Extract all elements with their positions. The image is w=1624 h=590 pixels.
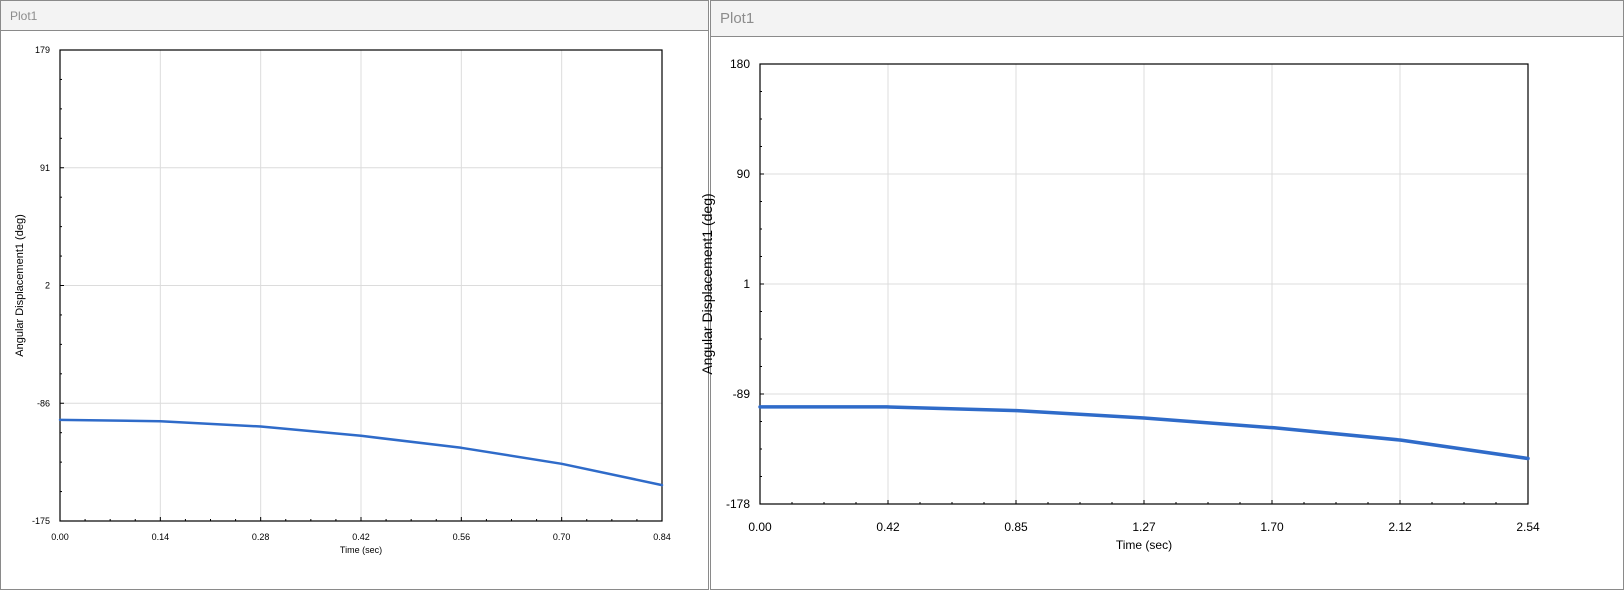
x-tick-label: 0.70 [553,532,571,542]
plot-window-2: Plot1 [710,0,1624,590]
y-tick-label: 91 [40,163,50,173]
x-tick-label: 0.28 [252,532,270,542]
y-axis-label: Angular Displacement1 (deg) [14,214,26,356]
y-tick-label: 179 [35,45,50,55]
plot-title: Plot1 [720,10,755,27]
x-tick-label: 0.56 [453,532,471,542]
x-axis-label: Time (sec) [340,545,382,555]
y-tick-label: -86 [37,398,50,408]
x-tick-label: 0.14 [152,532,170,542]
plot-title-bar[interactable]: Plot1 [1,1,708,31]
y-tick-label: -175 [32,516,50,526]
x-tick-label: 0.00 [51,532,69,542]
y-tick-label: 2 [45,281,50,291]
x-tick-label: 0.42 [352,532,370,542]
x-tick-label: 0.84 [653,532,671,542]
plot-frame [59,49,663,522]
plot-title-bar[interactable]: Plot1 [711,1,1623,37]
plot-title: Plot1 [10,8,38,23]
chart-1: 0.00 0.14 0.28 0.42 0.56 0.70 0.84 179 91 2 -86 -17… [14,45,671,555]
